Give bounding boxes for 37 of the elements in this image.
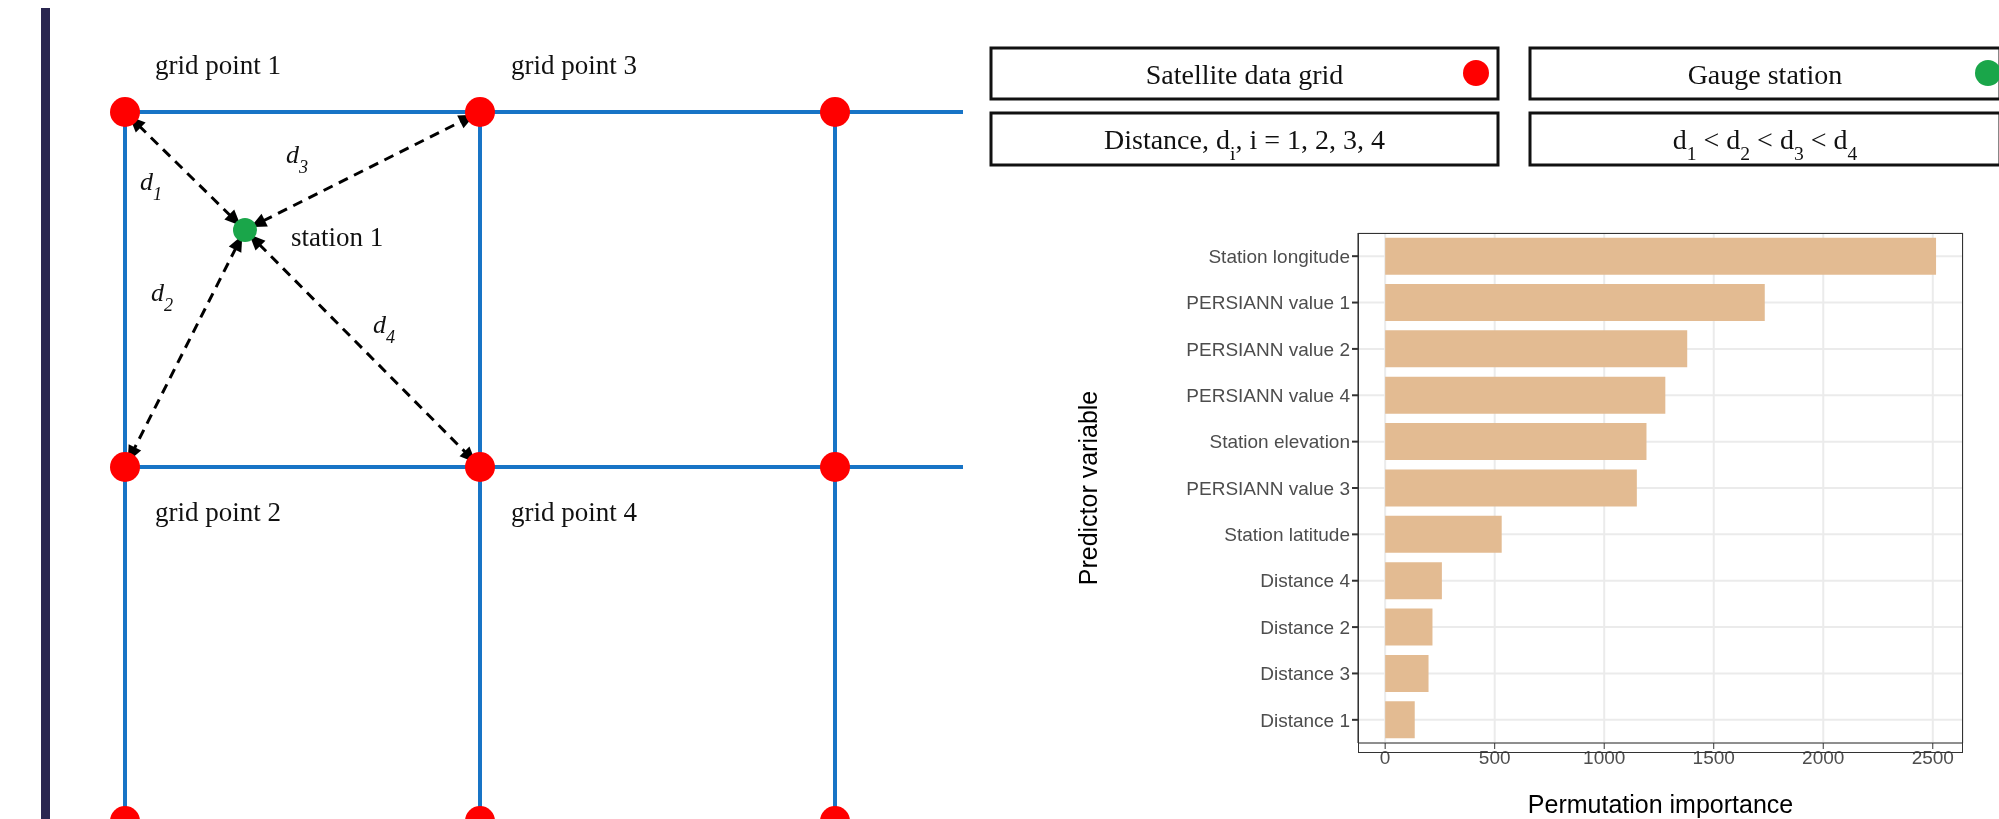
- bar: [1385, 284, 1765, 321]
- x-axis-title: Permutation importance: [1527, 790, 1794, 818]
- text: Satellite data grid: [1145, 58, 1344, 90]
- text: d$_{2}$: [151, 278, 174, 315]
- bar: [1385, 562, 1442, 600]
- y-tick-label: PERSIANN value 3: [1186, 477, 1350, 499]
- bar: [1385, 608, 1433, 646]
- y-tick-label: Station longitude: [1208, 245, 1350, 267]
- bar: [1385, 515, 1502, 553]
- bar: [1385, 423, 1647, 461]
- y-tick-label: Distance 4: [1260, 570, 1351, 592]
- text: grid point 3: [511, 50, 637, 80]
- text: d$_{1}$ < d$_{2}$ < d$_{3}$ < d$_{4}$: [1672, 124, 1858, 164]
- y-tick-label: PERSIANN value 1: [1186, 292, 1350, 314]
- text: grid point 1: [155, 50, 281, 80]
- y-axis-title: Predictor variable: [1073, 390, 1102, 586]
- bar: [1385, 237, 1937, 275]
- text: Gauge station: [1687, 58, 1843, 90]
- bar: [1385, 376, 1666, 414]
- text: d$_{1}$: [140, 167, 163, 204]
- text: d$_{4}$: [373, 310, 396, 347]
- y-tick-label: PERSIANN value 2: [1186, 338, 1350, 360]
- y-tick-label: Station latitude: [1224, 524, 1350, 546]
- text: station 1: [291, 222, 384, 252]
- bar: [1385, 469, 1637, 507]
- bar: [1385, 654, 1429, 692]
- text: grid point 4: [511, 497, 638, 527]
- y-tick-label: Station elevation: [1209, 431, 1350, 453]
- text: Distance, d$_{i}$, i = 1, 2, 3, 4: [1104, 124, 1385, 164]
- text: d$_{3}$: [286, 140, 309, 177]
- y-tick-label: PERSIANN value 4: [1186, 385, 1351, 407]
- bar: [1385, 330, 1688, 368]
- y-tick-label: Distance 2: [1260, 616, 1350, 638]
- y-tick-label: Distance 3: [1260, 663, 1350, 685]
- y-tick-label: Distance 1: [1260, 709, 1350, 731]
- bar: [1385, 701, 1415, 739]
- text: grid point 2: [155, 497, 281, 527]
